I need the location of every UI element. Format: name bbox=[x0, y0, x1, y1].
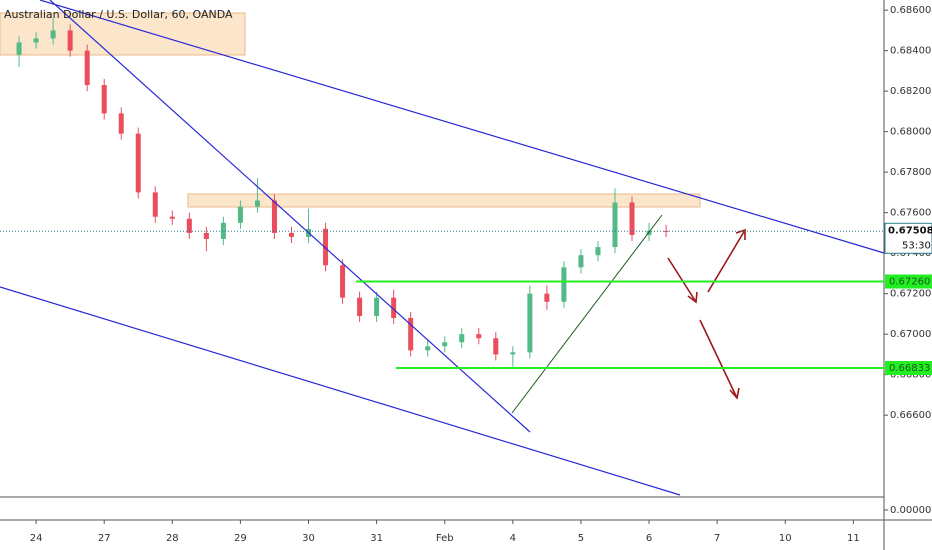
candle-body bbox=[374, 297, 380, 316]
y-tick-label: 0.67200 bbox=[890, 289, 931, 300]
last-price-label: 0.67508 bbox=[888, 225, 932, 236]
candle-body bbox=[33, 38, 39, 43]
candle-body bbox=[357, 297, 363, 316]
x-tick-label: 11 bbox=[847, 533, 860, 544]
candle-body bbox=[323, 228, 329, 266]
candle-body bbox=[493, 338, 499, 355]
y-tick-label: 0.66600 bbox=[890, 410, 931, 421]
candle-body bbox=[595, 247, 601, 256]
trend-line bbox=[511, 214, 663, 414]
candle-body bbox=[50, 30, 56, 39]
y-tick-label: 0.68000 bbox=[890, 127, 931, 138]
level-label: 0.67260 bbox=[889, 277, 930, 288]
candle-body bbox=[152, 192, 158, 217]
x-tick-label: 27 bbox=[98, 533, 111, 544]
level-label: 0.66833 bbox=[889, 363, 930, 374]
y-tick-label: 0.67800 bbox=[890, 167, 931, 178]
countdown: 53:30 bbox=[902, 240, 931, 251]
candle-body bbox=[118, 113, 124, 134]
candle-body bbox=[391, 297, 397, 318]
x-tick-label: 29 bbox=[234, 533, 247, 544]
x-tick-label: 30 bbox=[302, 533, 315, 544]
chart-title: Australian Dollar / U.S. Dollar, 60, OAN… bbox=[4, 8, 233, 21]
candle-body bbox=[612, 202, 618, 248]
candle-body bbox=[476, 334, 482, 339]
candle-body bbox=[544, 293, 550, 302]
candle-body bbox=[135, 133, 141, 193]
candle-body bbox=[220, 222, 226, 239]
candle-body bbox=[459, 334, 465, 343]
candle-body bbox=[186, 218, 192, 233]
supply-zone bbox=[0, 12, 246, 56]
y-tick-label: 0.68600 bbox=[890, 5, 931, 16]
candle-body bbox=[561, 267, 567, 302]
arrows bbox=[667, 228, 746, 400]
x-tick-label: 10 bbox=[779, 533, 792, 544]
candle-body bbox=[510, 352, 516, 355]
x-tick-label: 31 bbox=[370, 533, 383, 544]
candles bbox=[16, 18, 669, 367]
candle-body bbox=[237, 206, 243, 223]
level-label-box bbox=[885, 360, 932, 375]
level-label-box bbox=[885, 274, 932, 289]
y-tick-label: 0.67000 bbox=[890, 329, 931, 340]
candle-body bbox=[340, 265, 346, 298]
x-tick-label: 6 bbox=[646, 533, 652, 544]
candle-body bbox=[288, 232, 294, 237]
trend-line bbox=[39, 0, 885, 254]
candle-body bbox=[169, 216, 175, 219]
arrow bbox=[667, 257, 698, 304]
candle-body bbox=[442, 342, 448, 347]
candle-body bbox=[629, 202, 635, 235]
candle-body bbox=[254, 200, 260, 207]
candle-body bbox=[16, 42, 22, 55]
candle-body bbox=[425, 346, 431, 351]
candle-body bbox=[67, 30, 73, 51]
x-tick-label: 4 bbox=[510, 533, 516, 544]
y-tick-label: 0.68200 bbox=[890, 86, 931, 97]
x-tick-label: 5 bbox=[578, 533, 584, 544]
y-tick-label: 0.00000 bbox=[890, 505, 931, 516]
x-tick-label: Feb bbox=[436, 533, 454, 544]
x-tick-label: 24 bbox=[30, 533, 43, 544]
arrow bbox=[699, 319, 740, 400]
candle-body bbox=[101, 85, 107, 114]
candle-body bbox=[84, 50, 90, 86]
x-tick-label: 7 bbox=[714, 533, 720, 544]
candle-body bbox=[271, 200, 277, 233]
last-price-box bbox=[884, 222, 932, 254]
candle-body bbox=[408, 317, 414, 351]
y-tick-label: 0.66800 bbox=[890, 370, 931, 381]
candle-body bbox=[527, 293, 533, 353]
resistance-zone bbox=[187, 193, 701, 208]
y-tick-label: 0.67600 bbox=[890, 208, 931, 219]
x-tick-label: 28 bbox=[166, 533, 179, 544]
trend-line bbox=[0, 286, 681, 496]
trend-line bbox=[49, 0, 531, 433]
candle-body bbox=[578, 255, 584, 268]
candle-body bbox=[203, 232, 209, 239]
y-tick-label: 0.68400 bbox=[890, 46, 931, 57]
